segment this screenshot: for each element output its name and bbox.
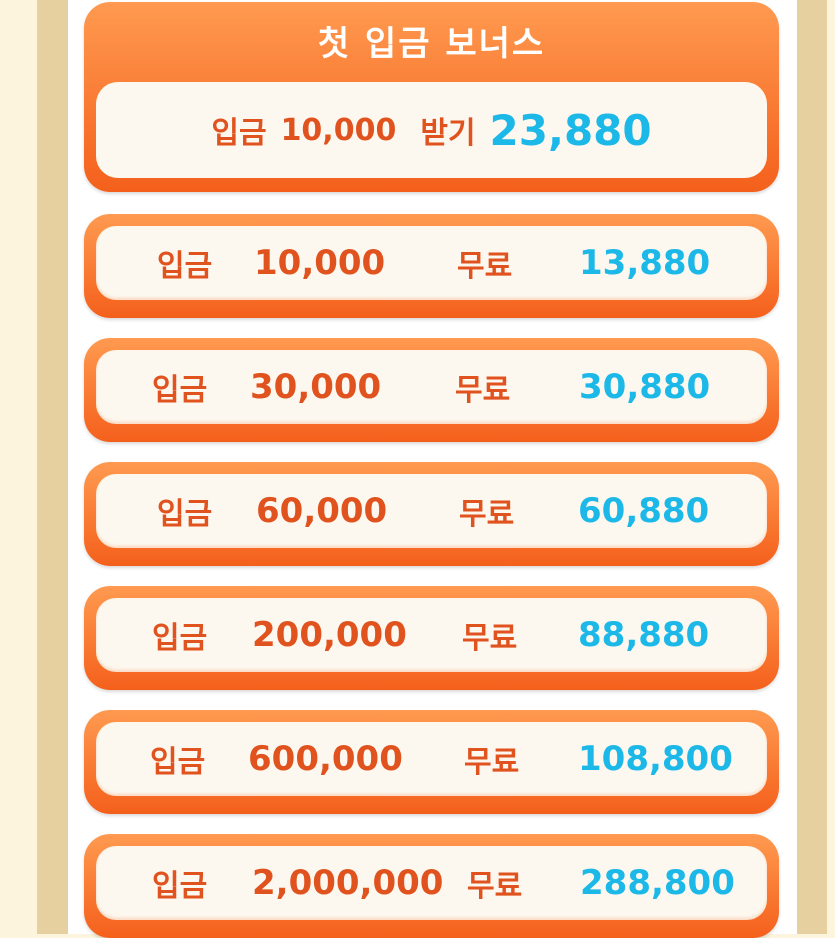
first-deposit-bonus-card: 첫 입금 보너스 입금 10,000 받기 23,880 bbox=[84, 2, 779, 192]
deposit-label: 입금 bbox=[157, 249, 213, 284]
free-amount: 88,880 bbox=[578, 615, 710, 655]
deposit-label: 입금 bbox=[211, 116, 267, 151]
bonus-title: 첫 입금 보너스 bbox=[317, 24, 546, 64]
deposit-amount: 10,000 bbox=[280, 112, 397, 148]
bonus-tier-inner: 입금 30,000 무료 30,880 bbox=[96, 350, 767, 424]
bonus-tier-inner: 입금 10,000 무료 13,880 bbox=[96, 226, 767, 300]
bonus-tier-row[interactable]: 입금 10,000 무료 13,880 bbox=[84, 214, 779, 318]
bonus-tier-inner: 입금 60,000 무료 60,880 bbox=[96, 474, 767, 548]
bonus-tier-inner: 입금 200,000 무료 88,880 bbox=[96, 598, 767, 672]
free-amount: 30,880 bbox=[579, 367, 711, 407]
deposit-label: 입금 bbox=[152, 869, 208, 904]
deposit-label: 입금 bbox=[157, 497, 213, 532]
free-amount: 60,880 bbox=[578, 491, 710, 531]
free-label: 무료 bbox=[467, 869, 523, 904]
deposit-amount: 600,000 bbox=[248, 739, 403, 779]
free-label: 무료 bbox=[457, 249, 513, 284]
receive-label: 받기 bbox=[420, 116, 476, 151]
deposit-label: 입금 bbox=[152, 373, 208, 408]
free-label: 무료 bbox=[459, 497, 515, 532]
deposit-amount: 60,000 bbox=[256, 491, 388, 531]
deposit-label: 입금 bbox=[152, 621, 208, 656]
free-label: 무료 bbox=[464, 745, 520, 780]
bonus-tier-inner: 입금 2,000,000 무료 288,800 bbox=[96, 846, 767, 920]
bonus-tier-row[interactable]: 입금 2,000,000 무료 288,800 bbox=[84, 834, 779, 938]
bonus-tier-row[interactable]: 입금 600,000 무료 108,800 bbox=[84, 710, 779, 814]
deposit-amount: 10,000 bbox=[254, 243, 386, 283]
free-label: 무료 bbox=[455, 373, 511, 408]
deposit-amount: 30,000 bbox=[250, 367, 382, 407]
free-amount: 288,800 bbox=[580, 863, 735, 903]
deposit-amount: 2,000,000 bbox=[252, 863, 444, 903]
free-label: 무료 bbox=[462, 621, 518, 656]
receive-amount: 23,880 bbox=[489, 105, 652, 155]
bonus-tier-row[interactable]: 입금 60,000 무료 60,880 bbox=[84, 462, 779, 566]
bonus-tier-row[interactable]: 입금 30,000 무료 30,880 bbox=[84, 338, 779, 442]
deposit-amount: 200,000 bbox=[252, 615, 407, 655]
free-amount: 13,880 bbox=[579, 243, 711, 283]
free-amount: 108,800 bbox=[578, 739, 733, 779]
bonus-tier-inner: 입금 600,000 무료 108,800 bbox=[96, 722, 767, 796]
bonus-summary: 입금 10,000 받기 23,880 bbox=[96, 82, 767, 178]
bonus-tier-row[interactable]: 입금 200,000 무료 88,880 bbox=[84, 586, 779, 690]
deposit-label: 입금 bbox=[150, 745, 206, 780]
